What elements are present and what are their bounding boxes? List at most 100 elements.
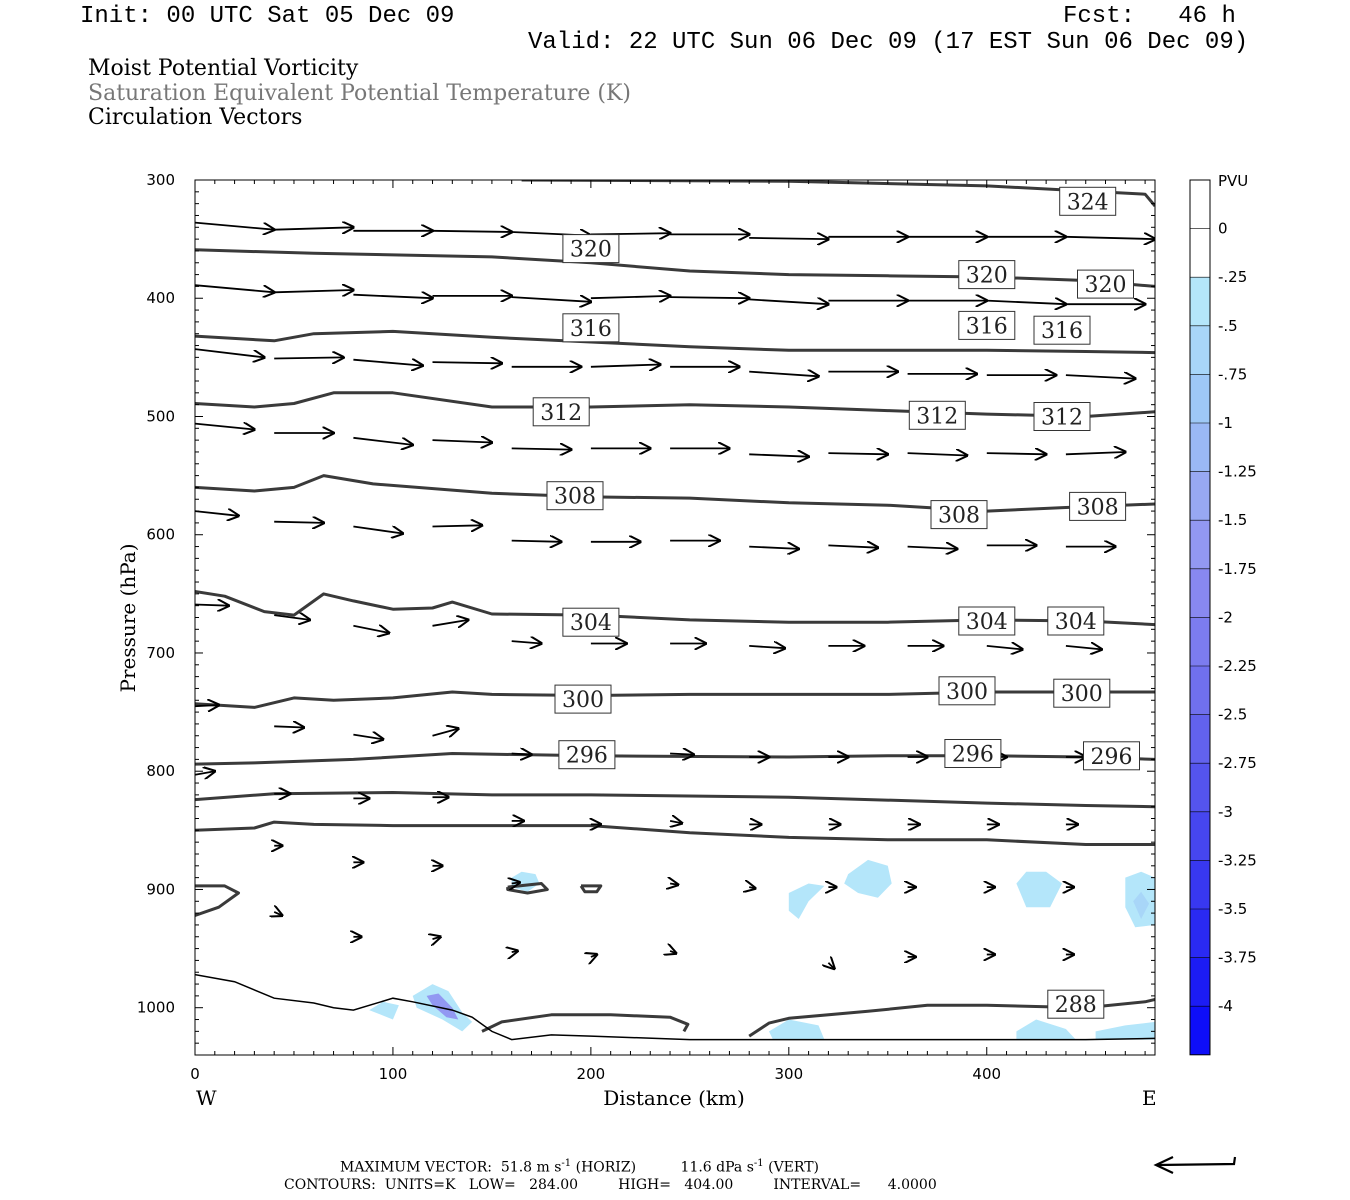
circulation-vector bbox=[195, 221, 274, 230]
colorbar-swatch bbox=[1190, 471, 1210, 521]
circulation-vector bbox=[511, 641, 542, 643]
contour-label-frame bbox=[562, 313, 620, 343]
colorbar-tick-label: -2.5 bbox=[1218, 706, 1247, 724]
contour-label-frame bbox=[1083, 741, 1140, 771]
contour-label-box: 312 bbox=[1033, 402, 1091, 431]
circulation-vector bbox=[590, 365, 660, 367]
colorbar: PVU 0 -.25 -.5 -.75 -1 -1.25 -1.5 -1.75 -2 -2.25 -2… bbox=[1189, 172, 1257, 1056]
colorbar-swatch bbox=[1190, 957, 1210, 1007]
contour-label-frame bbox=[958, 310, 1016, 340]
west-label: W bbox=[196, 1086, 217, 1110]
circulation-vector bbox=[749, 372, 818, 377]
contour-label: 324 bbox=[1067, 190, 1109, 215]
circulation-vector bbox=[1065, 452, 1125, 454]
colorbar-tick-label: -3.75 bbox=[1218, 949, 1257, 967]
contour-label: 288 bbox=[1055, 993, 1097, 1018]
east-label: E bbox=[1142, 1086, 1157, 1110]
contour-label-box: 300 bbox=[938, 676, 996, 706]
contour-label-frame bbox=[908, 400, 966, 430]
pv-region bbox=[511, 871, 540, 892]
circulation-vector bbox=[195, 705, 219, 706]
contour-label-box: 316 bbox=[1033, 315, 1091, 345]
colorbar-tick-label: -1.75 bbox=[1218, 560, 1257, 578]
contour-label-frame bbox=[532, 397, 590, 427]
x-tick-label: 400 bbox=[972, 1065, 1001, 1083]
vert-label: (VERT) bbox=[763, 1159, 819, 1176]
y-tick-label: 1000 bbox=[137, 999, 175, 1017]
circulation-vector bbox=[353, 735, 383, 740]
colorbar-swatch bbox=[1190, 666, 1210, 715]
circulation-vector bbox=[749, 299, 828, 304]
theta-contour bbox=[481, 1013, 690, 1033]
colorbar-swatch bbox=[1190, 423, 1210, 472]
contour-label: 316 bbox=[1041, 319, 1083, 344]
pv-region bbox=[1133, 891, 1150, 919]
circulation-vector bbox=[749, 646, 785, 648]
colorbar-swatch bbox=[1190, 180, 1210, 229]
forecast-label: Fcst: bbox=[1063, 3, 1136, 30]
field-title-vectors: Circulation Vectors bbox=[88, 105, 303, 130]
circulation-vector bbox=[195, 511, 239, 516]
max-vector-line: MAXIMUM VECTOR: 51.8 m s-1 (HORIZ) 11.6 … bbox=[340, 1159, 819, 1175]
contour-label-frame bbox=[1069, 491, 1127, 521]
colorbar-tick-label: -4 bbox=[1218, 997, 1233, 1015]
y-tick-label: 700 bbox=[146, 644, 175, 662]
circulation-vector bbox=[195, 348, 264, 357]
colorbar-swatch bbox=[1190, 811, 1210, 861]
circulation-vector bbox=[511, 541, 562, 542]
circulation-vector bbox=[512, 882, 520, 883]
axis-ticks: 0 100 200 300 400 300 400 500 600 700 800 900 1000 bbox=[137, 171, 1155, 1083]
contour-label-frame bbox=[558, 740, 616, 770]
theta-contour bbox=[195, 791, 1155, 809]
colorbar-swatch bbox=[1190, 763, 1210, 812]
unit-exponent: -1 bbox=[561, 1158, 572, 1169]
circulation-vector bbox=[432, 525, 483, 526]
circulation-vector bbox=[432, 362, 502, 363]
valid-time: Valid: 22 UTC Sun 06 Dec 09 (17 EST Sun … bbox=[528, 29, 1249, 56]
colorbar-swatch bbox=[1190, 520, 1210, 569]
colorbar-swatch bbox=[1190, 374, 1210, 423]
contour-label: 304 bbox=[1055, 610, 1097, 635]
contour-label: 316 bbox=[966, 314, 1008, 339]
contour-label-box: 312 bbox=[532, 397, 590, 427]
horiz-label: (HORIZ) bbox=[571, 1159, 637, 1176]
circulation-vector bbox=[670, 951, 676, 953]
theta-contour bbox=[195, 329, 1155, 355]
y-tick-label: 300 bbox=[146, 171, 175, 189]
colorbar-swatch bbox=[1190, 617, 1210, 666]
unit-exponent-vert: -1 bbox=[753, 1158, 764, 1169]
contour-label-box: 320 bbox=[562, 234, 620, 264]
colorbar-swatch bbox=[1190, 277, 1210, 326]
contour-label-box: 288 bbox=[1047, 989, 1105, 1019]
circulation-vector bbox=[986, 301, 1066, 305]
contour-label: 296 bbox=[952, 743, 994, 768]
terrain-line bbox=[195, 973, 1155, 1041]
circulation-vector bbox=[195, 605, 229, 606]
circulation-vector bbox=[195, 771, 215, 775]
contour-label-box: 316 bbox=[958, 310, 1016, 340]
contour-label-frame bbox=[930, 500, 988, 530]
field-title-theta-es: Saturation Equivalent Potential Temperat… bbox=[88, 81, 631, 106]
pv-region bbox=[1095, 1021, 1155, 1040]
contour-label: 308 bbox=[1077, 495, 1119, 520]
contour-label-frame bbox=[1033, 402, 1091, 431]
contour-label-box: 296 bbox=[944, 739, 1002, 768]
colorbar-title: PVU bbox=[1218, 172, 1248, 190]
contour-label: 304 bbox=[966, 610, 1008, 635]
y-tick-label: 900 bbox=[146, 880, 175, 898]
circulation-vector bbox=[432, 440, 492, 442]
circulation-vector bbox=[511, 297, 591, 302]
colorbar-tick-label: -2 bbox=[1218, 608, 1233, 626]
pv-region bbox=[369, 1001, 399, 1020]
theta-contour bbox=[195, 474, 1155, 513]
circulation-vector bbox=[274, 615, 310, 620]
circulation-vector bbox=[590, 296, 670, 298]
terrain-profile bbox=[195, 973, 1155, 1041]
theta-contour bbox=[579, 884, 603, 894]
theta-contour bbox=[195, 391, 1155, 418]
contour-label: 312 bbox=[540, 401, 582, 426]
circulation-vector bbox=[274, 912, 282, 916]
pv-region bbox=[1016, 1019, 1076, 1040]
theta-contour bbox=[195, 590, 1155, 627]
